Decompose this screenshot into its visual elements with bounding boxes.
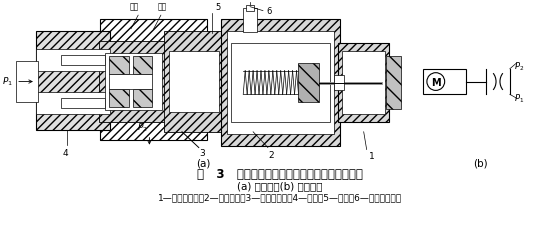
Text: $P_2$: $P_2$ xyxy=(137,121,147,133)
Bar xyxy=(243,9,257,33)
Bar xyxy=(16,8,386,155)
Bar xyxy=(100,20,207,140)
Text: $P_1$: $P_1$ xyxy=(514,92,524,104)
Bar xyxy=(232,44,330,122)
Bar xyxy=(246,6,254,12)
Bar xyxy=(105,54,162,111)
Bar xyxy=(338,44,389,122)
Text: (a) 结构图；(b) 图形符号: (a) 结构图；(b) 图形符号 xyxy=(237,180,322,190)
Text: 1—步进电动机；2—滚珠丝杆；3—节流阀阀心；4—阀套；5—连杆；6—零位移传感器: 1—步进电动机；2—滚珠丝杆；3—节流阀阀心；4—阀套；5—连杆；6—零位移传感… xyxy=(158,192,402,201)
Bar xyxy=(100,20,207,140)
Bar xyxy=(227,32,334,134)
Text: 4: 4 xyxy=(63,148,68,157)
Bar xyxy=(36,32,110,130)
Bar xyxy=(109,57,129,74)
Bar xyxy=(109,74,152,90)
Bar xyxy=(60,56,105,65)
Bar xyxy=(60,99,105,109)
Circle shape xyxy=(427,73,445,91)
Text: M: M xyxy=(431,77,440,87)
Bar xyxy=(99,42,168,122)
Text: 2: 2 xyxy=(268,150,274,159)
Text: 3: 3 xyxy=(200,148,206,157)
Bar xyxy=(423,69,466,95)
Bar xyxy=(164,32,223,132)
Text: 图   3   步进电动机直接驱动的增量式数字流量阀: 图 3 步进电动机直接驱动的增量式数字流量阀 xyxy=(197,167,363,180)
Text: 1: 1 xyxy=(369,152,375,161)
Text: 阀口: 阀口 xyxy=(157,3,167,12)
Bar xyxy=(132,90,152,108)
Bar xyxy=(342,52,386,114)
Text: 6: 6 xyxy=(266,7,271,16)
Text: 阀口: 阀口 xyxy=(130,3,139,12)
Bar xyxy=(109,90,129,108)
Bar xyxy=(132,57,152,74)
Bar xyxy=(36,32,110,130)
Text: $P_2$: $P_2$ xyxy=(514,60,524,73)
Bar xyxy=(169,52,218,113)
Bar xyxy=(16,62,38,103)
Bar xyxy=(36,50,110,71)
Bar xyxy=(297,64,319,103)
Bar xyxy=(386,57,401,110)
Text: (a): (a) xyxy=(197,158,211,168)
Text: $P_1$: $P_1$ xyxy=(2,75,13,87)
Bar xyxy=(36,93,110,114)
Text: 5: 5 xyxy=(216,3,221,12)
Text: (b): (b) xyxy=(473,158,488,168)
Bar xyxy=(222,20,340,146)
Bar xyxy=(334,75,344,91)
